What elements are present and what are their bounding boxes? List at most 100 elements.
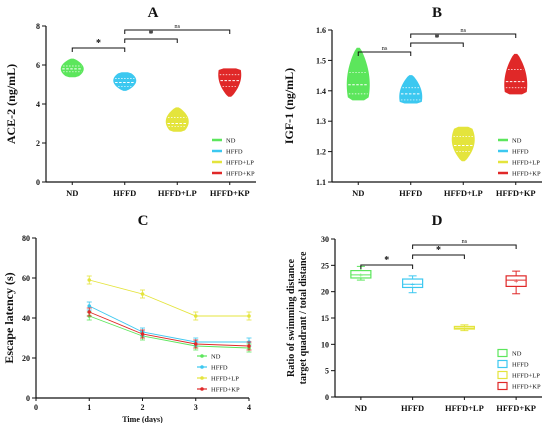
y-tick-label: 30 <box>321 235 329 244</box>
box-body <box>505 275 527 288</box>
y-tick-label: 2 <box>36 139 40 148</box>
y-tick-label: 1.2 <box>316 148 326 157</box>
legend-label: HFFD+KP <box>512 171 541 178</box>
significance-bracket <box>124 38 178 43</box>
y-tick-label: 40 <box>22 314 30 323</box>
significance-label: ns <box>382 45 388 52</box>
y-tick-label: 0 <box>325 393 329 402</box>
legend-marker <box>497 359 508 369</box>
y-axis-label: Ratio of swimming distance <box>286 258 297 377</box>
box-mean-marker: + <box>359 271 364 280</box>
data-point <box>247 344 251 348</box>
legend-label: ND <box>226 138 236 145</box>
legend-label: HFFD+KP <box>512 384 541 391</box>
significance-bracket <box>412 244 517 249</box>
series-line <box>89 305 249 343</box>
violin-shape <box>165 107 189 132</box>
x-tick-label: HFFD <box>399 188 422 198</box>
legend-label: HFFD <box>226 149 243 156</box>
y-tick-label: 20 <box>22 354 30 363</box>
panel-letter: C <box>138 213 149 229</box>
panel-b: B 1.1 1.2 1.3 1.4 1.5 1.6 ND HFFD HFFD+LP HFFD+KP I… <box>282 5 542 198</box>
legend-label: ND <box>211 354 221 361</box>
y-tick-label: 5 <box>325 367 329 376</box>
violin-shape <box>113 72 137 91</box>
legend-label: HFFD+LP <box>226 160 254 167</box>
x-tick-label: HFFD+LP <box>445 403 484 413</box>
y-tick-label: 6 <box>36 61 40 70</box>
series-line <box>89 279 249 317</box>
x-tick-label: 0 <box>34 403 38 412</box>
y-tick-label: 80 <box>22 234 30 243</box>
x-tick-label: ND <box>66 188 78 198</box>
x-tick-label: HFFD <box>401 403 424 413</box>
box-body <box>402 278 424 289</box>
significance-label: * <box>96 38 101 49</box>
data-point <box>193 314 198 318</box>
data-point <box>193 342 198 346</box>
box-mean-marker: + <box>410 280 415 289</box>
y-tick-label: 25 <box>321 261 329 270</box>
data-point <box>247 314 251 318</box>
panel-a: A 0 2 4 6 8 ND HFFD HFFD+LP HFFD+KP ACE-2 (ng/mL) N… <box>4 5 256 198</box>
y-tick-label: 1.3 <box>316 117 326 126</box>
box-mean-marker: + <box>462 324 467 333</box>
x-tick-label: 1 <box>87 403 91 412</box>
x-axis-label: Time (days) <box>122 415 163 423</box>
legend-label: HFFD+LP <box>512 160 540 167</box>
panel-c: C 0 20 40 60 80 0 1 2 3 4 Time (days) Escape latency… <box>2 213 252 423</box>
y-tick-label: 0 <box>26 394 30 403</box>
significance-label: ns <box>461 238 467 245</box>
y-tick-label: 4 <box>36 100 40 109</box>
significance-label: * <box>435 33 440 44</box>
x-tick-label: ND <box>352 188 364 198</box>
legend-marker <box>497 370 508 380</box>
significance-bracket <box>357 51 412 56</box>
x-tick-label: 2 <box>141 403 145 412</box>
y-tick-label: 1.5 <box>316 56 326 65</box>
significance-bracket <box>410 42 464 47</box>
x-tick-label: HFFD+LP <box>158 188 197 198</box>
y-tick-label: 15 <box>321 314 329 323</box>
legend-marker-point <box>200 365 204 369</box>
y-axis-label: target quadrant / total distance <box>298 251 309 384</box>
y-tick-label: 1.6 <box>316 26 326 35</box>
significance-bracket <box>410 33 517 38</box>
legend-label: HFFD <box>512 362 529 369</box>
legend-label: ND <box>512 351 522 358</box>
y-tick-label: 60 <box>22 274 30 283</box>
violin-shape <box>60 58 84 78</box>
violin-shape <box>399 75 423 104</box>
violin-shape <box>346 47 370 101</box>
significance-label: * <box>436 245 441 256</box>
y-tick-label: 1.4 <box>316 87 326 96</box>
y-tick-label: 0 <box>36 178 40 187</box>
y-tick-label: 8 <box>36 22 40 31</box>
x-tick-label: HFFD+KP <box>210 188 250 198</box>
legend-marker-point <box>200 376 204 380</box>
legend-marker-point <box>200 354 204 358</box>
significance-label: * <box>149 29 154 40</box>
panel-d: D 0 5 10 15 20 25 30 + + + + ND HFFD HFFD+LP HFFD+KP Rat… <box>286 213 542 413</box>
y-tick-label: 20 <box>321 288 329 297</box>
x-tick-label: ND <box>355 403 367 413</box>
legend-label: HFFD+KP <box>211 387 240 394</box>
panel-letter: D <box>432 213 443 229</box>
box-mean-marker: + <box>514 277 519 286</box>
violin-shape <box>504 53 528 95</box>
significance-bracket <box>360 264 414 269</box>
x-tick-label: HFFD+KP <box>496 188 536 198</box>
legend-label: HFFD <box>512 149 529 156</box>
legend-label: HFFD <box>211 365 228 372</box>
box-body <box>350 270 372 279</box>
series-line <box>89 311 250 347</box>
significance-bracket <box>124 29 231 34</box>
data-point <box>87 310 92 314</box>
data-point <box>140 332 145 336</box>
significance-bracket <box>71 47 126 52</box>
significance-label: ns <box>460 27 466 34</box>
series-line <box>89 315 250 349</box>
legend-marker <box>497 381 508 391</box>
data-point <box>140 292 145 296</box>
